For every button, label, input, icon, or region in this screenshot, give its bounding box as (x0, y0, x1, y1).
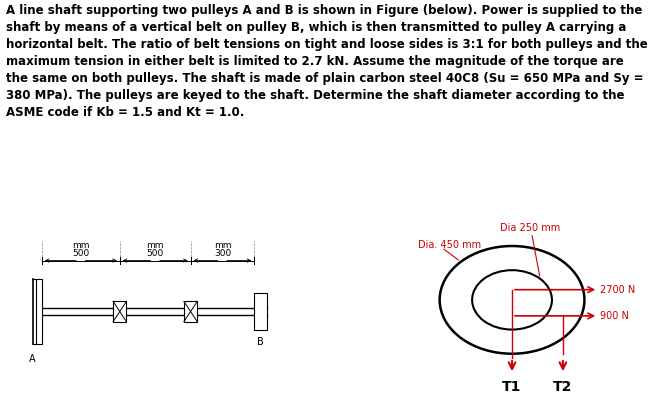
Bar (36, 279, 42, 343)
Text: 300: 300 (214, 249, 231, 258)
Text: Dia 250 mm: Dia 250 mm (500, 223, 561, 233)
Text: A: A (29, 354, 36, 364)
Circle shape (439, 246, 585, 354)
Bar (184, 301, 197, 322)
Text: 900 N: 900 N (600, 311, 629, 321)
Text: B: B (257, 337, 264, 347)
Bar (113, 301, 127, 322)
Circle shape (472, 270, 552, 330)
Text: 2700 N: 2700 N (600, 285, 635, 295)
Text: A line shaft supporting two pulleys A and B is shown in Figure (below). Power is: A line shaft supporting two pulleys A an… (6, 4, 648, 119)
Text: Dia. 450 mm: Dia. 450 mm (418, 240, 482, 251)
Text: T1: T1 (502, 380, 522, 394)
Text: mm: mm (214, 241, 231, 250)
Text: mm: mm (147, 241, 164, 250)
Text: 500: 500 (72, 249, 90, 258)
Text: 500: 500 (147, 249, 164, 258)
Bar (254, 293, 267, 330)
Text: T2: T2 (553, 380, 572, 394)
Text: mm: mm (72, 241, 90, 250)
